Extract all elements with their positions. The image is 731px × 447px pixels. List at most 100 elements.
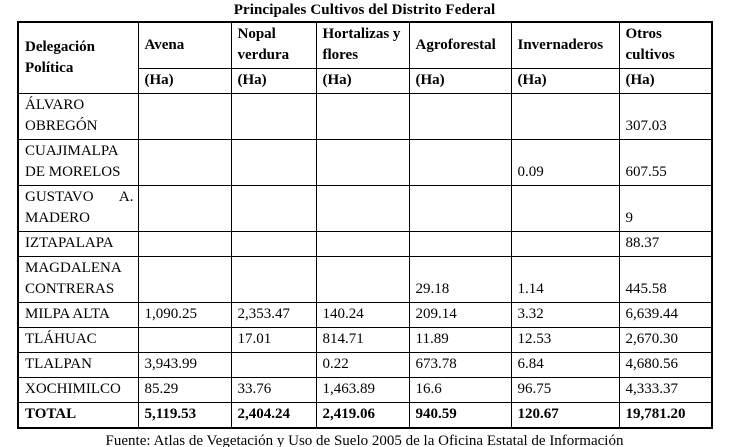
table-header: Delegación Política Avena Nopal verdura … xyxy=(17,21,713,94)
table-row: IZTAPALAPA 88.37 xyxy=(17,231,713,257)
value-cell xyxy=(315,93,410,140)
value-cell: 6.84 xyxy=(510,352,620,378)
value-cell xyxy=(315,256,410,303)
value-cell: 3.32 xyxy=(510,302,620,328)
delegacion-name-cell: ÁLVARO OBREGÓN xyxy=(17,93,139,140)
header-names-row: Delegación Política Avena Nopal verdura … xyxy=(17,21,713,94)
value-cell: 2,419.06 xyxy=(315,402,410,429)
unit-header-invernaderos: (Ha) xyxy=(510,68,620,94)
value-cell: 140.24 xyxy=(315,302,410,328)
value-cell: 85.29 xyxy=(137,377,232,403)
value-cell xyxy=(230,139,317,186)
table-row: GUSTAVO A. MADERO 9 xyxy=(17,185,713,232)
value-cell xyxy=(408,185,512,232)
total-label-cell: TOTAL xyxy=(17,402,139,429)
value-cell: 0.09 xyxy=(510,139,620,186)
value-cell: 19,781.20 xyxy=(618,402,713,429)
value-cell: 0.22 xyxy=(315,352,410,378)
value-cell: 1,090.25 xyxy=(137,302,232,328)
value-cell xyxy=(408,231,512,257)
value-cell: 2,404.24 xyxy=(230,402,317,429)
value-cell: 6,639.44 xyxy=(618,302,713,328)
delegacion-name-cell: TLÁHUAC xyxy=(17,327,139,353)
value-cell xyxy=(230,93,317,140)
value-cell xyxy=(137,327,232,353)
value-cell xyxy=(137,231,232,257)
table-row: MAGDALENA CONTRERAS 29.18 1.14 445.58 xyxy=(17,256,713,303)
value-cell xyxy=(510,93,620,140)
column-header-delegacion: Delegación Política xyxy=(17,21,139,94)
unit-header-agroforestal: (Ha) xyxy=(408,68,512,94)
unit-header-hortalizas-flores: (Ha) xyxy=(315,68,410,94)
crops-table: Delegación Política Avena Nopal verdura … xyxy=(17,21,713,429)
value-cell: 307.03 xyxy=(618,93,713,140)
table-row: TLALPAN 3,943.99 0.22 673.78 6.84 4,680.56 xyxy=(17,352,713,378)
value-cell: 445.58 xyxy=(618,256,713,303)
value-cell xyxy=(408,93,512,140)
value-cell: 673.78 xyxy=(408,352,512,378)
value-cell: 4,680.56 xyxy=(618,352,713,378)
column-header-avena: Avena xyxy=(137,21,232,69)
column-header-nopal-verdura: Nopal verdura xyxy=(230,21,317,69)
value-cell: 29.18 xyxy=(408,256,512,303)
delegacion-name-cell: MILPA ALTA xyxy=(17,302,139,328)
column-header-hortalizas-flores: Hortalizas y flores xyxy=(315,21,410,69)
value-cell: 3,943.99 xyxy=(137,352,232,378)
header-units-row: (Ha) (Ha) (Ha) (Ha) (Ha) (Ha) xyxy=(18,68,713,94)
value-cell xyxy=(137,93,232,140)
value-cell xyxy=(230,185,317,232)
value-cell: 209.14 xyxy=(408,302,512,328)
value-cell xyxy=(315,139,410,186)
value-cell xyxy=(510,185,620,232)
value-cell: 1.14 xyxy=(510,256,620,303)
unit-header-nopal-verdura: (Ha) xyxy=(230,68,317,94)
column-header-invernaderos: Invernaderos xyxy=(510,21,620,69)
value-cell xyxy=(510,231,620,257)
source-note-line1: Fuente: Atlas de Vegetación y Uso de Sue… xyxy=(105,433,624,447)
table-row: XOCHIMILCO 85.29 33.76 1,463.89 16.6 96.75 4,3… xyxy=(17,377,713,403)
value-cell: 9 xyxy=(618,185,713,232)
delegacion-name-cell: MAGDALENA CONTRERAS xyxy=(17,256,139,303)
value-cell xyxy=(230,231,317,257)
value-cell: 120.67 xyxy=(510,402,620,429)
table-body: ÁLVARO OBREGÓN 307.03 CUAJIMALPA DE MORELO… xyxy=(17,93,713,429)
value-cell: 33.76 xyxy=(230,377,317,403)
value-cell xyxy=(315,231,410,257)
value-cell xyxy=(137,139,232,186)
delegacion-name-cell: IZTAPALAPA xyxy=(17,231,139,257)
value-cell xyxy=(230,352,317,378)
value-cell: 940.59 xyxy=(408,402,512,429)
table-row: TLÁHUAC 17.01 814.71 11.89 12.53 2,670.30 xyxy=(17,327,713,353)
value-cell: 607.55 xyxy=(618,139,713,186)
value-cell xyxy=(137,185,232,232)
value-cell: 4,333.37 xyxy=(618,377,713,403)
value-cell: 2,670.30 xyxy=(618,327,713,353)
column-header-otros-cultivos: Otros cultivos xyxy=(618,21,713,69)
value-cell xyxy=(230,256,317,303)
table-row: CUAJIMALPA DE MORELOS 0.09 607.55 xyxy=(17,139,713,186)
table-title: Principales Cultivos del Distrito Federa… xyxy=(233,2,496,18)
table-row: ÁLVARO OBREGÓN 307.03 xyxy=(17,93,713,140)
total-row: TOTAL 5,119.53 2,404.24 2,419.06 940.59 120.6… xyxy=(17,402,713,429)
value-cell: 88.37 xyxy=(618,231,713,257)
value-cell xyxy=(315,185,410,232)
table-row: MILPA ALTA 1,090.25 2,353.47 140.24 209.14 3.… xyxy=(17,302,713,328)
value-cell: 1,463.89 xyxy=(315,377,410,403)
column-header-agroforestal: Agroforestal xyxy=(408,21,512,69)
delegacion-name-cell: CUAJIMALPA DE MORELOS xyxy=(17,139,139,186)
value-cell xyxy=(408,139,512,186)
unit-header-avena: (Ha) xyxy=(137,68,232,94)
value-cell: 96.75 xyxy=(510,377,620,403)
value-cell xyxy=(137,256,232,303)
unit-header-otros-cultivos: (Ha) xyxy=(618,68,713,94)
delegacion-name-cell: GUSTAVO A. MADERO xyxy=(17,185,139,232)
value-cell: 5,119.53 xyxy=(137,402,232,429)
source-note: Fuente: Atlas de Vegetación y Uso de Sue… xyxy=(17,431,712,447)
document-page: Principales Cultivos del Distrito Federa… xyxy=(17,0,713,447)
value-cell: 12.53 xyxy=(510,327,620,353)
delegacion-name-cell: XOCHIMILCO xyxy=(17,377,139,403)
delegacion-name-cell: TLALPAN xyxy=(17,352,139,378)
value-cell: 2,353.47 xyxy=(230,302,317,328)
value-cell: 814.71 xyxy=(315,327,410,353)
value-cell: 11.89 xyxy=(408,327,512,353)
